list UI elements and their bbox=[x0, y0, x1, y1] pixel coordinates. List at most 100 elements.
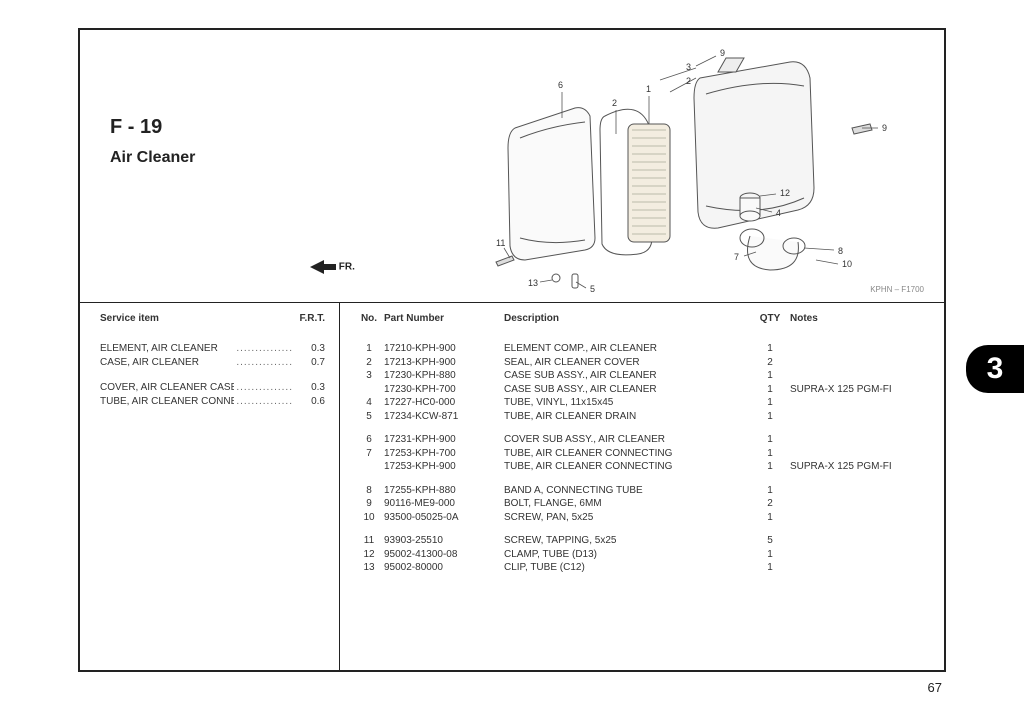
part-number: 17213-KPH-900 bbox=[384, 356, 504, 370]
part-number: 93500-05025-0A bbox=[384, 511, 504, 525]
part-description: COVER SUB ASSY., AIR CLEANER bbox=[504, 433, 750, 447]
part-note bbox=[790, 396, 930, 410]
service-item-frt: 0.3 bbox=[295, 381, 325, 395]
title-block: F - 19 Air Cleaner bbox=[110, 116, 195, 167]
part-note bbox=[790, 484, 930, 498]
part-qty: 1 bbox=[750, 511, 790, 525]
parts-header-desc: Description bbox=[504, 313, 750, 324]
part-description: SEAL, AIR CLEANER COVER bbox=[504, 356, 750, 370]
svg-text:2: 2 bbox=[612, 98, 617, 108]
part-qty: 1 bbox=[750, 396, 790, 410]
svg-text:9: 9 bbox=[882, 123, 887, 133]
part-row: 1295002-41300-08CLAMP, TUBE (D13)1 bbox=[354, 548, 930, 562]
svg-text:4: 4 bbox=[776, 208, 781, 218]
part-qty: 5 bbox=[750, 534, 790, 548]
fr-label: FR. bbox=[339, 262, 355, 273]
part-no: 13 bbox=[354, 561, 384, 575]
page-frame: F - 19 Air Cleaner FR. bbox=[78, 28, 946, 672]
part-qty: 1 bbox=[750, 342, 790, 356]
part-no bbox=[354, 383, 384, 397]
part-row: 317230-KPH-880CASE SUB ASSY., AIR CLEANE… bbox=[354, 369, 930, 383]
part-number: 95002-41300-08 bbox=[384, 548, 504, 562]
exploded-diagram: 1 2 2 3 4 5 6 7 8 9 9 10 11 12 13 bbox=[400, 38, 920, 294]
service-item-row: ELEMENT, AIR CLEANER ............... 0.3 bbox=[100, 342, 325, 356]
part-no: 10 bbox=[354, 511, 384, 525]
part-note bbox=[790, 342, 930, 356]
part-qty: 1 bbox=[750, 433, 790, 447]
part-description: TUBE, VINYL, 11x15x45 bbox=[504, 396, 750, 410]
service-item-row: TUBE, AIR CLEANER CONNECTING ...........… bbox=[100, 395, 325, 409]
part-note bbox=[790, 548, 930, 562]
part-no: 2 bbox=[354, 356, 384, 370]
service-item-row: CASE, AIR CLEANER ............... 0.7 bbox=[100, 356, 325, 370]
parts-header-qty: QTY bbox=[750, 313, 790, 324]
part-note bbox=[790, 511, 930, 525]
part-note bbox=[790, 433, 930, 447]
leader-dots: ............... bbox=[234, 342, 295, 356]
service-body: ELEMENT, AIR CLEANER ............... 0.3… bbox=[100, 342, 325, 408]
part-no: 6 bbox=[354, 433, 384, 447]
part-note: SUPRA-X 125 PGM-FI bbox=[790, 460, 930, 474]
svg-text:10: 10 bbox=[842, 259, 852, 269]
leader-dots: ............... bbox=[234, 395, 295, 409]
part-row: 617231-KPH-900COVER SUB ASSY., AIR CLEAN… bbox=[354, 433, 930, 447]
part-row: 17230-KPH-700CASE SUB ASSY., AIR CLEANER… bbox=[354, 383, 930, 397]
svg-text:2: 2 bbox=[686, 76, 691, 86]
part-qty: 2 bbox=[750, 497, 790, 511]
part-qty: 1 bbox=[750, 484, 790, 498]
svg-text:3: 3 bbox=[686, 62, 691, 72]
part-note: SUPRA-X 125 PGM-FI bbox=[790, 383, 930, 397]
part-number: 17230-KPH-880 bbox=[384, 369, 504, 383]
svg-text:5: 5 bbox=[590, 284, 595, 294]
part-no: 7 bbox=[354, 447, 384, 461]
part-no: 5 bbox=[354, 410, 384, 424]
part-description: CASE SUB ASSY., AIR CLEANER bbox=[504, 369, 750, 383]
service-header-row: Service item F.R.T. bbox=[100, 313, 325, 324]
service-item-label: COVER, AIR CLEANER CASE bbox=[100, 381, 234, 395]
parts-body: 117210-KPH-900ELEMENT COMP., AIR CLEANER… bbox=[354, 342, 930, 575]
service-header-item: Service item bbox=[100, 313, 285, 324]
leader-dots: ............... bbox=[234, 356, 295, 370]
chapter-tab: 3 bbox=[966, 345, 1024, 393]
svg-text:13: 13 bbox=[528, 278, 538, 288]
part-note bbox=[790, 447, 930, 461]
part-row: 1193903-25510SCREW, TAPPING, 5x255 bbox=[354, 534, 930, 548]
part-number: 90116-ME9-000 bbox=[384, 497, 504, 511]
part-description: TUBE, AIR CLEANER CONNECTING bbox=[504, 460, 750, 474]
part-no bbox=[354, 460, 384, 474]
part-no: 9 bbox=[354, 497, 384, 511]
svg-text:11: 11 bbox=[496, 238, 505, 248]
part-qty: 1 bbox=[750, 447, 790, 461]
part-note bbox=[790, 561, 930, 575]
svg-text:1: 1 bbox=[646, 84, 651, 94]
page-number: 67 bbox=[928, 680, 942, 695]
part-row: 217213-KPH-900SEAL, AIR CLEANER COVER2 bbox=[354, 356, 930, 370]
part-number: 17210-KPH-900 bbox=[384, 342, 504, 356]
parts-table: No. Part Number Description QTY Notes 11… bbox=[340, 303, 944, 670]
section-name: Air Cleaner bbox=[110, 149, 195, 167]
section-code: F - 19 bbox=[110, 116, 195, 139]
part-number: 17231-KPH-900 bbox=[384, 433, 504, 447]
part-row: 1093500-05025-0ASCREW, PAN, 5x251 bbox=[354, 511, 930, 525]
service-item-row: COVER, AIR CLEANER CASE ............... … bbox=[100, 381, 325, 395]
service-items-table: Service item F.R.T. ELEMENT, AIR CLEANER… bbox=[80, 303, 340, 670]
service-item-label: ELEMENT, AIR CLEANER bbox=[100, 342, 234, 356]
part-row: 17253-KPH-900TUBE, AIR CLEANER CONNECTIN… bbox=[354, 460, 930, 474]
part-number: 93903-25510 bbox=[384, 534, 504, 548]
part-note bbox=[790, 410, 930, 424]
part-description: SCREW, TAPPING, 5x25 bbox=[504, 534, 750, 548]
part-no: 11 bbox=[354, 534, 384, 548]
drawing-id: KPHN – F1700 bbox=[870, 285, 924, 294]
part-description: TUBE, AIR CLEANER CONNECTING bbox=[504, 447, 750, 461]
part-number: 95002-80000 bbox=[384, 561, 504, 575]
part-note bbox=[790, 497, 930, 511]
part-number: 17234-KCW-871 bbox=[384, 410, 504, 424]
part-no: 1 bbox=[354, 342, 384, 356]
part-number: 17227-HC0-000 bbox=[384, 396, 504, 410]
parts-header-no: No. bbox=[354, 313, 384, 324]
parts-header-pn: Part Number bbox=[384, 313, 504, 324]
service-header-frt: F.R.T. bbox=[285, 313, 325, 324]
service-item-label: TUBE, AIR CLEANER CONNECTING bbox=[100, 395, 234, 409]
part-row: 417227-HC0-000TUBE, VINYL, 11x15x451 bbox=[354, 396, 930, 410]
diagram-section: F - 19 Air Cleaner FR. bbox=[80, 30, 944, 303]
